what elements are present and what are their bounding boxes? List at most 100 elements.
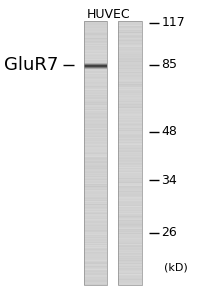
Bar — [118, 223, 142, 224]
Bar — [118, 164, 142, 165]
Bar — [84, 24, 107, 25]
Bar — [84, 120, 107, 121]
Bar — [84, 152, 107, 153]
Bar — [118, 93, 142, 94]
Bar — [84, 91, 107, 92]
Bar — [84, 238, 107, 239]
Bar — [118, 41, 142, 42]
Bar — [84, 105, 107, 106]
Bar — [118, 124, 142, 125]
Bar — [118, 248, 142, 249]
Bar — [84, 217, 107, 218]
Bar — [84, 22, 107, 23]
Bar — [118, 171, 142, 172]
Bar — [118, 242, 142, 243]
Bar — [84, 260, 107, 261]
Bar — [84, 162, 107, 163]
Bar — [118, 23, 142, 24]
Bar — [84, 156, 107, 157]
Bar — [84, 54, 107, 55]
Bar — [84, 170, 107, 171]
Bar — [118, 275, 142, 276]
Bar — [84, 196, 107, 197]
Bar — [118, 140, 142, 141]
Bar — [84, 104, 107, 105]
Bar — [84, 232, 107, 233]
Bar — [84, 265, 107, 266]
Bar — [84, 123, 107, 124]
Bar — [118, 141, 142, 142]
Bar — [84, 157, 107, 158]
Bar — [84, 97, 107, 98]
Bar — [118, 263, 142, 264]
Bar — [118, 163, 142, 164]
Bar — [118, 105, 142, 106]
Bar — [84, 218, 107, 219]
Bar — [84, 240, 107, 241]
Bar — [84, 122, 107, 123]
Bar — [118, 151, 142, 152]
Bar — [84, 258, 107, 259]
Bar — [118, 84, 142, 85]
Bar — [84, 276, 107, 277]
Text: GluR7: GluR7 — [4, 56, 59, 74]
Bar — [118, 123, 142, 124]
Bar — [84, 226, 107, 227]
Bar — [84, 128, 107, 129]
Bar — [118, 70, 142, 71]
Bar — [118, 261, 142, 262]
Bar — [84, 117, 107, 118]
Bar — [118, 34, 142, 35]
Bar — [118, 78, 142, 79]
Bar — [84, 175, 107, 176]
Bar — [118, 83, 142, 84]
Bar — [84, 277, 107, 278]
Bar — [84, 41, 107, 42]
Bar — [118, 136, 142, 137]
Bar — [118, 75, 142, 76]
Bar — [84, 221, 107, 222]
Bar — [84, 21, 107, 22]
Bar — [118, 245, 142, 246]
Bar — [118, 216, 142, 217]
Bar — [118, 125, 142, 126]
Bar — [84, 100, 107, 101]
Bar — [84, 139, 107, 140]
Bar — [118, 90, 142, 91]
Bar — [84, 60, 107, 61]
Bar — [118, 148, 142, 149]
Bar — [118, 260, 142, 261]
Bar — [118, 229, 142, 230]
Bar — [118, 183, 142, 184]
Bar — [84, 229, 107, 230]
Bar — [84, 148, 107, 149]
Bar — [118, 137, 142, 138]
Bar — [118, 149, 142, 150]
Bar — [118, 262, 142, 263]
Bar — [84, 219, 107, 220]
Bar — [84, 262, 107, 263]
Bar — [118, 268, 142, 269]
Text: HUVEC: HUVEC — [87, 8, 130, 20]
Bar — [84, 109, 107, 110]
Bar — [84, 110, 107, 111]
Bar — [118, 64, 142, 65]
Bar — [84, 114, 107, 115]
Bar — [118, 121, 142, 122]
Bar — [118, 142, 142, 143]
Bar — [118, 31, 142, 32]
Bar — [118, 44, 142, 45]
Bar — [118, 25, 142, 26]
Bar — [118, 59, 142, 60]
Bar — [84, 98, 107, 99]
Bar — [84, 230, 107, 231]
Bar — [118, 281, 142, 282]
Bar — [118, 40, 142, 41]
Bar — [84, 96, 107, 97]
Bar — [84, 284, 107, 285]
Bar — [118, 192, 142, 193]
Bar — [84, 65, 107, 66]
Bar — [118, 283, 142, 284]
Bar — [84, 73, 107, 74]
Bar — [84, 29, 107, 30]
